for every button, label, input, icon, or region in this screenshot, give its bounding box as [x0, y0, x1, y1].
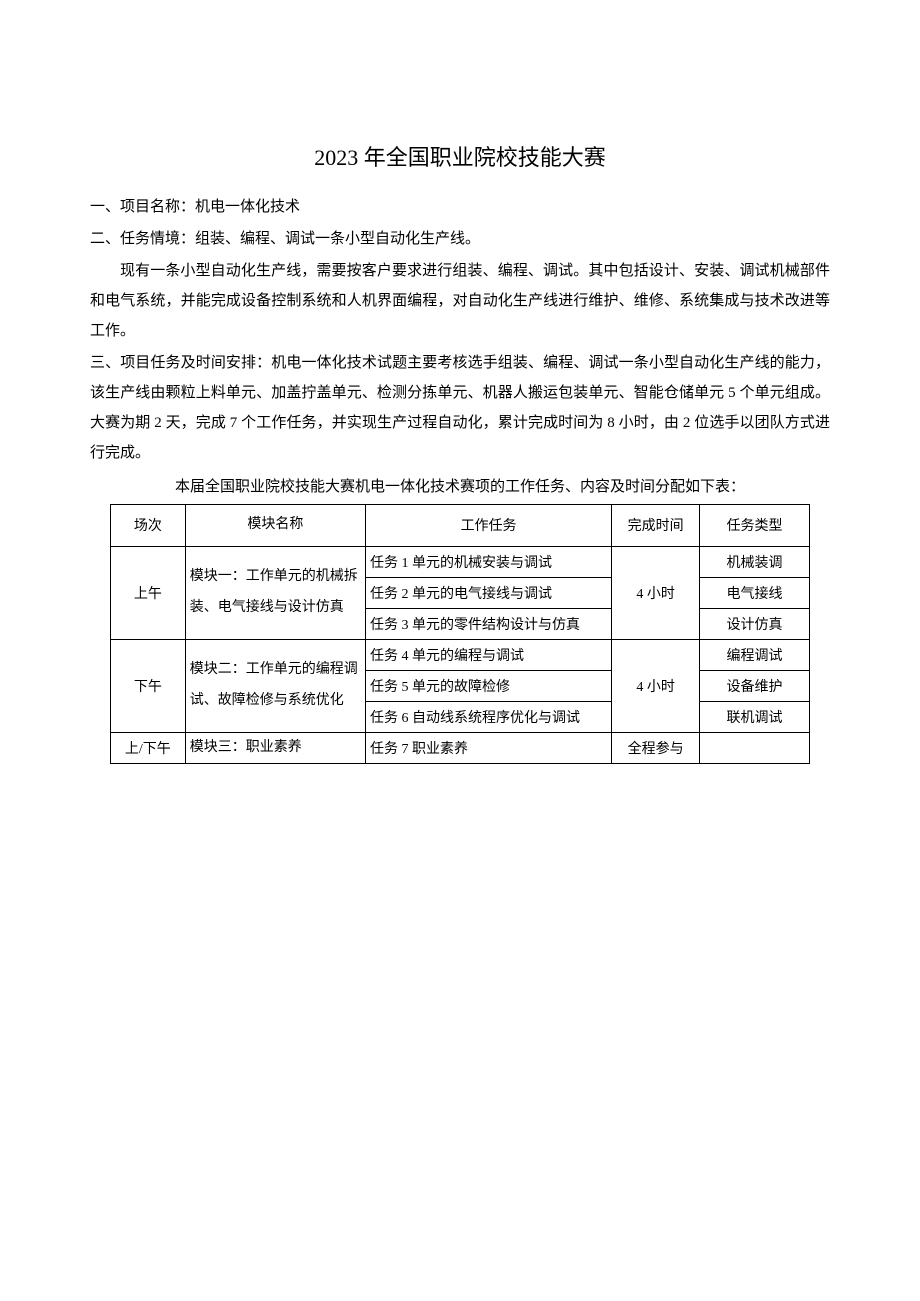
- header-task: 工作任务: [365, 505, 611, 547]
- cell-type: 编程调试: [700, 639, 810, 670]
- schedule-table: 场次 模块名称 工作任务 完成时间 任务类型 上午 模块一：工作单元的机械拆装、…: [110, 504, 810, 764]
- cell-module: 模块一：工作单元的机械拆装、电气接线与设计仿真: [185, 546, 365, 639]
- table-row: 下午 模块二：工作单元的编程调试、故障检修与系统优化 任务 4 单元的编程与调试…: [111, 639, 810, 670]
- cell-type: 电气接线: [700, 577, 810, 608]
- cell-time: 4 小时: [612, 639, 700, 732]
- cell-time: 全程参与: [612, 732, 700, 763]
- section-1: 一、项目名称：机电一体化技术: [90, 192, 830, 222]
- cell-type: [700, 732, 810, 763]
- table-header-row: 场次 模块名称 工作任务 完成时间 任务类型: [111, 505, 810, 547]
- table-caption: 本届全国职业院校技能大赛机电一体化技术赛项的工作任务、内容及时间分配如下表：: [90, 472, 830, 502]
- cell-module: 模块三：职业素养: [185, 732, 365, 763]
- page-title: 2023 年全国职业院校技能大赛: [90, 140, 830, 172]
- cell-module: 模块二：工作单元的编程调试、故障检修与系统优化: [185, 639, 365, 732]
- cell-task: 任务 5 单元的故障检修: [365, 670, 611, 701]
- cell-task: 任务 2 单元的电气接线与调试: [365, 577, 611, 608]
- cell-time: 4 小时: [612, 546, 700, 639]
- cell-task: 任务 3 单元的零件结构设计与仿真: [365, 608, 611, 639]
- cell-session: 上/下午: [111, 732, 186, 763]
- cell-task: 任务 4 单元的编程与调试: [365, 639, 611, 670]
- cell-type: 联机调试: [700, 701, 810, 732]
- cell-task: 任务 6 自动线系统程序优化与调试: [365, 701, 611, 732]
- header-time: 完成时间: [612, 505, 700, 547]
- section-3: 三、项目任务及时间安排：机电一体化技术试题主要考核选手组装、编程、调试一条小型自…: [90, 348, 830, 468]
- cell-type: 设计仿真: [700, 608, 810, 639]
- section-2-paragraph: 现有一条小型自动化生产线，需要按客户要求进行组装、编程、调试。其中包括设计、安装…: [90, 256, 830, 346]
- cell-type: 设备维护: [700, 670, 810, 701]
- cell-task: 任务 1 单元的机械安装与调试: [365, 546, 611, 577]
- cell-task: 任务 7 职业素养: [365, 732, 611, 763]
- cell-session: 下午: [111, 639, 186, 732]
- cell-type: 机械装调: [700, 546, 810, 577]
- header-type: 任务类型: [700, 505, 810, 547]
- table-row: 上/下午 模块三：职业素养 任务 7 职业素养 全程参与: [111, 732, 810, 763]
- header-module: 模块名称: [185, 505, 365, 547]
- cell-session: 上午: [111, 546, 186, 639]
- section-2: 二、任务情境：组装、编程、调试一条小型自动化生产线。: [90, 224, 830, 254]
- header-session: 场次: [111, 505, 186, 547]
- table-row: 上午 模块一：工作单元的机械拆装、电气接线与设计仿真 任务 1 单元的机械安装与…: [111, 546, 810, 577]
